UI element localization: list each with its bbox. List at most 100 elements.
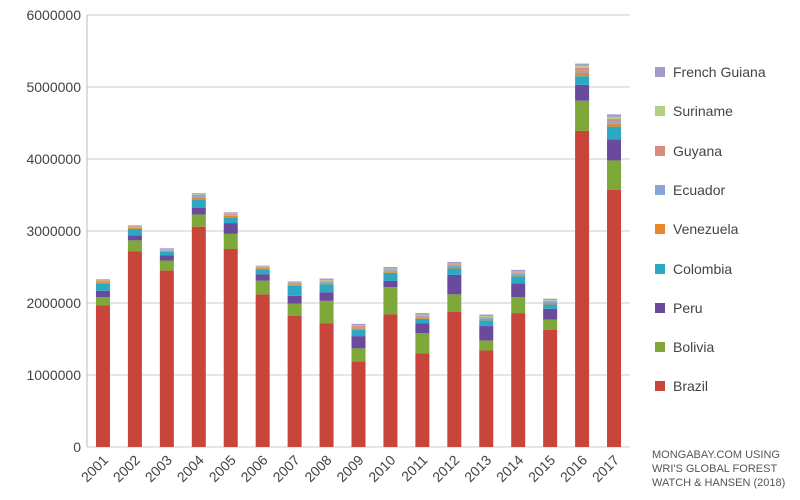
bar-segment-french-guiana	[287, 281, 302, 283]
x-tick-label: 2011	[398, 452, 431, 485]
x-tick-label: 2008	[301, 452, 334, 485]
x-tick-label: 2005	[206, 452, 239, 485]
bar-segment-venezuela	[95, 282, 110, 284]
bar-segment-ecuador	[127, 227, 142, 228]
bar-segment-bolivia	[479, 340, 494, 351]
bar-segment-suriname	[575, 65, 590, 68]
y-tick-label: 0	[73, 439, 81, 455]
bar-segment-brazil	[543, 329, 558, 447]
x-tick-label: 2014	[493, 452, 526, 485]
bar-segment-guyana	[511, 272, 526, 274]
bar-segment-bolivia	[319, 300, 334, 324]
legend-label: French Guiana	[673, 64, 766, 80]
bar-segment-french-guiana	[95, 279, 110, 280]
bar-segment-french-guiana	[191, 193, 206, 195]
bar-segment-brazil	[383, 314, 398, 447]
y-tick-label: 6000000	[26, 7, 81, 23]
legend-item: Venezuela	[655, 221, 738, 237]
bar-segment-guyana	[415, 315, 430, 317]
x-tick-label: 2013	[461, 452, 494, 485]
bar-segment-suriname	[383, 268, 398, 270]
bar-segment-suriname	[607, 116, 622, 120]
bar-segment-guyana	[447, 264, 462, 266]
bar-segment-french-guiana	[319, 278, 334, 280]
legend-swatch	[655, 145, 665, 156]
bar-segment-bolivia	[543, 319, 558, 330]
bar-segment-peru	[383, 280, 398, 288]
bar-segment-ecuador	[319, 281, 334, 283]
bar-segment-french-guiana	[511, 269, 526, 272]
bar-segment-bolivia	[415, 333, 430, 354]
bar-segment-colombia	[511, 276, 526, 284]
bar-segment-suriname	[447, 263, 462, 265]
legend-label: Brazil	[673, 378, 709, 395]
bar-segment-french-guiana	[255, 265, 270, 267]
bar-segment-guyana	[543, 300, 558, 302]
bar-segment-venezuela	[607, 123, 622, 127]
bar-segment-venezuela	[159, 250, 174, 252]
x-tick-label: 2002	[110, 452, 143, 485]
bar-segment-brazil	[351, 361, 366, 447]
bar-segment-brazil	[479, 350, 494, 447]
bar-segment-french-guiana	[127, 225, 142, 226]
bar-segment-peru	[255, 274, 270, 281]
x-tick-label: 2015	[525, 452, 558, 485]
legend-label: Colombia	[673, 260, 733, 277]
legend-item: French Guiana	[655, 64, 766, 80]
bar-segment-brazil	[511, 313, 526, 447]
bar-segment-colombia	[479, 320, 494, 327]
bar-segment-venezuela	[287, 284, 302, 286]
bar-segment-brazil	[255, 294, 270, 447]
bar-segment-guyana	[191, 195, 206, 197]
bar-segment-guyana	[319, 280, 334, 282]
bar-segment-bolivia	[159, 260, 174, 271]
legend-label: Venezuela	[673, 221, 739, 238]
bar-segment-guyana	[479, 316, 494, 318]
bar-segment-colombia	[415, 318, 430, 324]
bar-segment-ecuador	[191, 196, 206, 198]
legend-swatch	[655, 106, 665, 117]
bar-segment-venezuela	[319, 282, 334, 285]
bar-segment-guyana	[351, 326, 366, 328]
bar-segment-suriname	[511, 271, 526, 273]
bar-segment-bolivia	[383, 287, 398, 315]
bar-segment-ecuador	[159, 250, 174, 251]
bar-segment-french-guiana	[543, 298, 558, 301]
bar-segment-brazil	[287, 315, 302, 447]
bar-segment-french-guiana	[159, 248, 174, 249]
legend-swatch	[655, 263, 665, 274]
legend-swatch	[655, 381, 665, 392]
bar-segment-colombia	[255, 269, 270, 275]
bar-segment-colombia	[191, 199, 206, 208]
bar-segment-guyana	[95, 280, 110, 282]
bar-segment-ecuador	[351, 327, 366, 329]
bar-segment-venezuela	[223, 215, 238, 218]
bar-segment-colombia	[543, 304, 558, 309]
bar-segment-peru	[319, 292, 334, 301]
bar-segment-peru	[511, 283, 526, 298]
bar-segment-venezuela	[511, 274, 526, 277]
bar-segment-venezuela	[543, 303, 558, 305]
x-tick-label: 2004	[174, 452, 207, 485]
bar-segment-venezuela	[191, 197, 206, 200]
bar-segment-guyana	[607, 119, 622, 122]
x-tick-label: 2009	[333, 452, 366, 485]
bar-segment-colombia	[351, 329, 366, 337]
bar-segment-peru	[607, 139, 622, 161]
y-tick-label: 4000000	[26, 151, 81, 167]
bar-segment-colombia	[95, 283, 110, 291]
bar-segment-ecuador	[287, 283, 302, 285]
bar-segment-colombia	[319, 284, 334, 293]
x-tick-label: 2001	[78, 452, 111, 485]
bar-segment-venezuela	[479, 318, 494, 321]
bar-segment-bolivia	[607, 160, 622, 190]
bar-segment-suriname	[479, 315, 494, 317]
bar-segment-brazil	[127, 251, 142, 447]
bar-segment-guyana	[383, 269, 398, 271]
bar-segment-colombia	[607, 126, 622, 140]
x-tick-label: 2012	[429, 452, 462, 485]
legend-swatch	[655, 184, 665, 195]
bar-segment-suriname	[543, 300, 558, 301]
note-line: MONGABAY.COM USING	[652, 449, 780, 461]
